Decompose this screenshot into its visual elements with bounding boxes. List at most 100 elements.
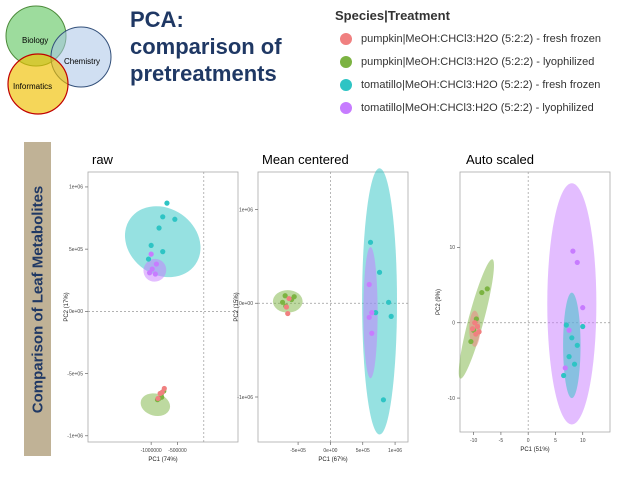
data-point — [561, 372, 567, 379]
legend: Species|Treatment pumpkin|MeOH:CHCl3:H2O… — [335, 8, 635, 119]
pca-chart-raw: -1000000 -500000 -1e+06 -5e+05 0e+00 5e+05 1e+… — [64, 171, 239, 463]
legend-entry-label: tomatillo|MeOH:CHCl3:H2O (5:2:2) - fresh… — [361, 78, 601, 91]
x-tick-label: -5 — [499, 438, 504, 444]
data-point — [369, 310, 375, 316]
side-label-bar — [24, 142, 51, 456]
chart-title-raw: raw — [92, 152, 113, 167]
data-point — [574, 342, 580, 348]
legend-entry: pumpkin|MeOH:CHCl3:H2O (5:2:2) - lyophil… — [335, 50, 635, 73]
venn-circle-informatics — [7, 53, 69, 115]
data-point — [291, 294, 297, 300]
data-point — [145, 256, 152, 262]
y-tick-label: 0 — [452, 321, 455, 327]
y-axis-label: PC2 (9%) — [436, 289, 442, 315]
pca-chart-mean-centered: -5e+05 0e+00 5e+05 1e+06 -1e+06 0e+00 1e+06 PC1… — [234, 168, 409, 463]
y-tick-label: 0e+00 — [239, 301, 253, 307]
y-tick-label: -1e+06 — [237, 395, 253, 401]
data-point — [366, 314, 372, 320]
y-tick-label: -10 — [448, 396, 455, 402]
x-tick-label: 5 — [554, 438, 557, 444]
confidence-ellipse — [563, 292, 581, 399]
confidence-ellipse — [124, 206, 201, 278]
data-point — [469, 326, 476, 332]
y-tick-label: -1e+06 — [67, 434, 83, 440]
legend-swatch — [340, 32, 352, 45]
data-point — [282, 293, 288, 299]
data-point — [149, 266, 155, 272]
data-point — [388, 313, 394, 319]
data-point — [155, 395, 161, 402]
data-point — [148, 242, 154, 249]
legend-entry: tomatillo|MeOH:CHCl3:H2O (5:2:2) - fresh… — [335, 73, 635, 96]
venn-diagram: Biology Chemistry Informatics — [5, 5, 112, 115]
data-point — [283, 304, 290, 310]
legend-entry-label: pumpkin|MeOH:CHCl3:H2O (5:2:2) - fresh f… — [361, 32, 602, 45]
x-tick-label: 0 — [527, 438, 530, 444]
chart-title-mean-centered: Mean centered — [262, 152, 349, 167]
chart-title-auto-scaled: Auto scaled — [466, 152, 534, 167]
data-point — [153, 261, 160, 267]
data-point — [172, 216, 178, 222]
data-point — [580, 323, 586, 330]
venn-label-informatics: Informatics — [13, 82, 52, 91]
data-point — [160, 214, 166, 220]
data-point — [468, 338, 474, 345]
data-point — [367, 239, 374, 245]
slide-title-line-1: PCA: — [130, 7, 184, 32]
legend-entry-label: pumpkin|MeOH:CHCl3:H2O (5:2:2) - lyophil… — [361, 55, 595, 68]
y-tick-label: -5e+05 — [67, 371, 83, 377]
data-point — [570, 248, 576, 254]
data-point — [386, 299, 392, 305]
legend-swatch — [340, 101, 352, 114]
data-point — [164, 200, 170, 206]
data-point — [279, 299, 286, 305]
data-point — [574, 259, 580, 266]
x-tick-label: -10 — [470, 438, 477, 444]
x-tick-label: 5e+05 — [356, 448, 370, 454]
data-point — [484, 286, 490, 292]
slide-title-line-2: comparison of — [130, 34, 282, 59]
data-point — [160, 249, 166, 255]
x-tick-label: -500000 — [168, 448, 187, 454]
slide-title-line-3: pretreatments — [130, 61, 277, 86]
data-point — [152, 271, 158, 277]
x-tick-label: 0e+00 — [323, 448, 337, 454]
x-axis-label: PC1 (67%) — [318, 457, 347, 463]
data-point — [580, 305, 586, 311]
legend-entry: tomatillo|MeOH:CHCl3:H2O (5:2:2) - lyoph… — [335, 96, 635, 119]
data-point — [376, 269, 383, 275]
legend-swatch — [340, 78, 352, 91]
y-tick-label: 0e+00 — [69, 309, 83, 315]
y-tick-label: 10 — [449, 245, 455, 251]
data-point — [146, 270, 153, 276]
data-point — [286, 295, 292, 302]
data-point — [159, 389, 165, 395]
data-point — [472, 320, 478, 326]
data-point — [566, 354, 572, 360]
x-tick-label: -1000000 — [141, 448, 162, 454]
side-label: Comparison of Leaf Metabolites — [24, 142, 51, 456]
data-point — [156, 225, 162, 231]
pca-chart-auto-scaled: -10 -5 0 5 10 -10 0 10 PC1 (51%) PC2 (9%) — [436, 171, 611, 453]
legend-entry-label: tomatillo|MeOH:CHCl3:H2O (5:2:2) - lyoph… — [361, 101, 594, 114]
legend-title: Species|Treatment — [335, 8, 450, 23]
x-tick-label: 1e+06 — [388, 448, 402, 454]
data-point — [380, 397, 387, 403]
data-point — [476, 329, 482, 335]
x-tick-label: 10 — [580, 438, 586, 444]
data-point — [285, 310, 291, 317]
legend-entry: pumpkin|MeOH:CHCl3:H2O (5:2:2) - fresh f… — [335, 27, 635, 50]
data-point — [569, 335, 575, 341]
data-point — [369, 330, 375, 336]
y-axis-label: PC2 (17%) — [64, 292, 70, 321]
y-axis-label: PC2 (15%) — [234, 292, 240, 321]
y-tick-label: 5e+05 — [69, 247, 83, 253]
data-point — [148, 251, 154, 257]
slide-title: PCA: comparison of pretreatments — [130, 6, 330, 87]
data-point — [474, 323, 481, 330]
y-tick-label: 1e+06 — [69, 185, 83, 191]
data-point — [566, 327, 572, 333]
x-tick-label: -5e+05 — [290, 448, 306, 454]
venn-label-chemistry: Chemistry — [64, 57, 100, 66]
y-tick-label: 1e+06 — [239, 207, 253, 213]
